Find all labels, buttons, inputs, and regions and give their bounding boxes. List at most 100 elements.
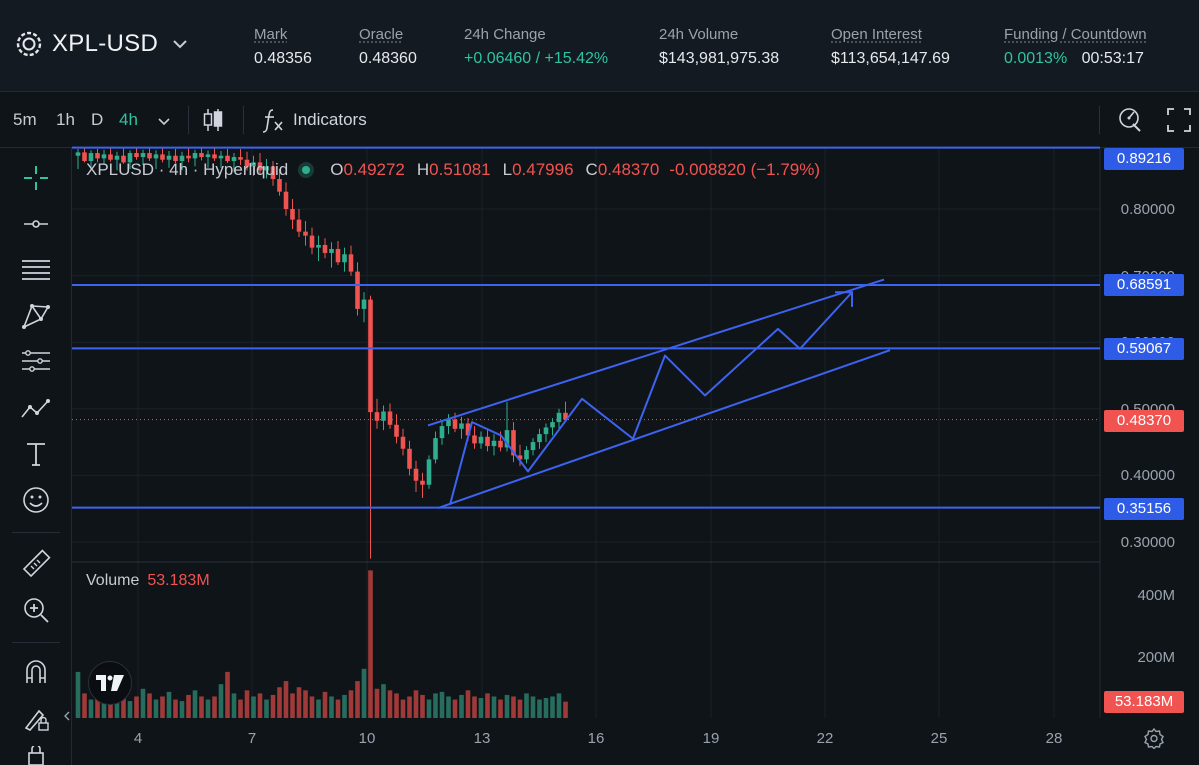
ruler-icon[interactable] <box>16 546 56 582</box>
candle-body <box>101 154 107 159</box>
level-badge: 0.89216 <box>1104 148 1184 170</box>
volume-bar <box>160 696 165 718</box>
volume-bar <box>166 691 172 718</box>
time-tick: 22 <box>816 730 834 747</box>
volume-bar <box>303 690 308 718</box>
lock-drawing-icon[interactable] <box>16 700 56 736</box>
timeframe-5m[interactable]: 5m <box>13 110 37 129</box>
volume-bar <box>543 698 549 718</box>
rail-divider <box>12 642 60 643</box>
stat-24h-change: 24h Change +0.06460 / +15.42% <box>464 26 609 67</box>
volume-bar <box>348 690 354 718</box>
candle-body <box>309 235 315 248</box>
pattern-icon[interactable] <box>16 298 56 334</box>
candle-body <box>381 411 386 421</box>
tradingview-logo-icon <box>96 675 124 691</box>
candle-body <box>108 154 113 160</box>
timeframe-d[interactable]: D <box>91 110 104 129</box>
candle-body <box>543 427 549 435</box>
indicators-button[interactable]: Indicators <box>293 110 367 129</box>
candle-body <box>394 424 399 437</box>
candle-body <box>478 436 484 444</box>
last-price-badge: 0.48370 <box>1104 410 1184 432</box>
volume-bar <box>257 693 263 718</box>
candle-body <box>407 448 412 469</box>
replay-icon[interactable] <box>1116 106 1144 134</box>
volume-bar <box>556 693 562 718</box>
settings-gear-icon[interactable] <box>1143 727 1165 749</box>
volume-bar <box>563 701 568 718</box>
candle-body <box>491 440 497 447</box>
stat-mark: Mark 0.48356 <box>254 26 312 67</box>
trend-line-icon[interactable] <box>16 206 56 242</box>
volume-bar <box>75 671 81 718</box>
projection-icon[interactable] <box>16 390 56 426</box>
price-tick: 0.80000 <box>1120 201 1175 218</box>
crosshair-icon[interactable] <box>16 160 56 196</box>
volume-bar <box>511 696 516 718</box>
level-badge: 0.68591 <box>1104 274 1184 296</box>
candle-body <box>387 411 393 425</box>
candle-body <box>563 412 568 420</box>
volume-bar <box>173 699 178 718</box>
candle-body <box>446 419 451 427</box>
candles-icon[interactable] <box>202 106 224 134</box>
chevron-left-icon[interactable] <box>63 710 71 722</box>
fib-icon[interactable] <box>16 344 56 380</box>
level-badge: 0.35156 <box>1104 498 1184 520</box>
pair-selector[interactable]: XPL-USD <box>16 30 190 58</box>
time-tick: 7 <box>247 730 257 747</box>
volume-bar <box>238 699 243 718</box>
timeframe-1h[interactable]: 1h <box>56 110 75 129</box>
candle-body <box>277 179 282 192</box>
candle-body <box>459 423 464 429</box>
fx-icon[interactable] <box>261 106 285 134</box>
time-tick: 13 <box>473 730 491 747</box>
horizontal-lines-icon[interactable] <box>16 252 56 288</box>
timeframe-4h[interactable]: 4h <box>119 110 138 129</box>
fullscreen-icon[interactable] <box>1166 107 1192 133</box>
zoom-in-icon[interactable] <box>16 592 56 628</box>
volume-bar <box>361 668 367 718</box>
time-tick: 16 <box>587 730 605 747</box>
lock-icon[interactable] <box>16 746 56 765</box>
magnet-icon[interactable] <box>16 654 56 690</box>
candle-body <box>290 209 295 220</box>
volume-bar <box>498 699 503 718</box>
volume-bar <box>413 690 419 718</box>
volume-bar <box>199 696 204 718</box>
level-badge: 0.59067 <box>1104 338 1184 360</box>
stat-24h-volume: 24h Volume $143,981,975.38 <box>659 26 780 67</box>
time-tick: 4 <box>133 730 143 747</box>
candle-body <box>205 154 211 158</box>
emoji-icon[interactable] <box>16 482 56 518</box>
volume-bar <box>394 693 399 718</box>
volume-bar <box>316 699 321 718</box>
candle-body <box>472 435 477 444</box>
candle-body <box>296 219 302 232</box>
volume-bar <box>309 696 315 718</box>
volume-bar <box>439 691 445 718</box>
candle-body <box>498 440 503 448</box>
candle-body <box>134 153 139 158</box>
volume-bar <box>381 684 386 718</box>
volume-badge: 53.183M <box>1104 691 1184 713</box>
candle-body <box>186 155 191 159</box>
candle-body <box>147 153 152 159</box>
volume-bar <box>88 699 94 718</box>
candle-body <box>374 412 380 421</box>
candle-body <box>524 450 529 460</box>
candle-body <box>95 153 100 159</box>
volume-bar <box>127 701 133 718</box>
volume-bar <box>446 696 451 718</box>
candle-body <box>355 271 360 309</box>
text-icon[interactable] <box>16 436 56 472</box>
chevron-down-icon <box>173 40 187 49</box>
stat-open-interest: Open Interest $113,654,147.69 <box>831 26 950 67</box>
chevron-down-icon[interactable] <box>157 114 171 128</box>
tradingview-logo[interactable] <box>88 661 132 705</box>
funding-countdown: 00:53:17 <box>1081 50 1144 67</box>
candle-body <box>153 154 159 159</box>
candle-body <box>212 154 217 159</box>
candle-body <box>530 442 536 451</box>
